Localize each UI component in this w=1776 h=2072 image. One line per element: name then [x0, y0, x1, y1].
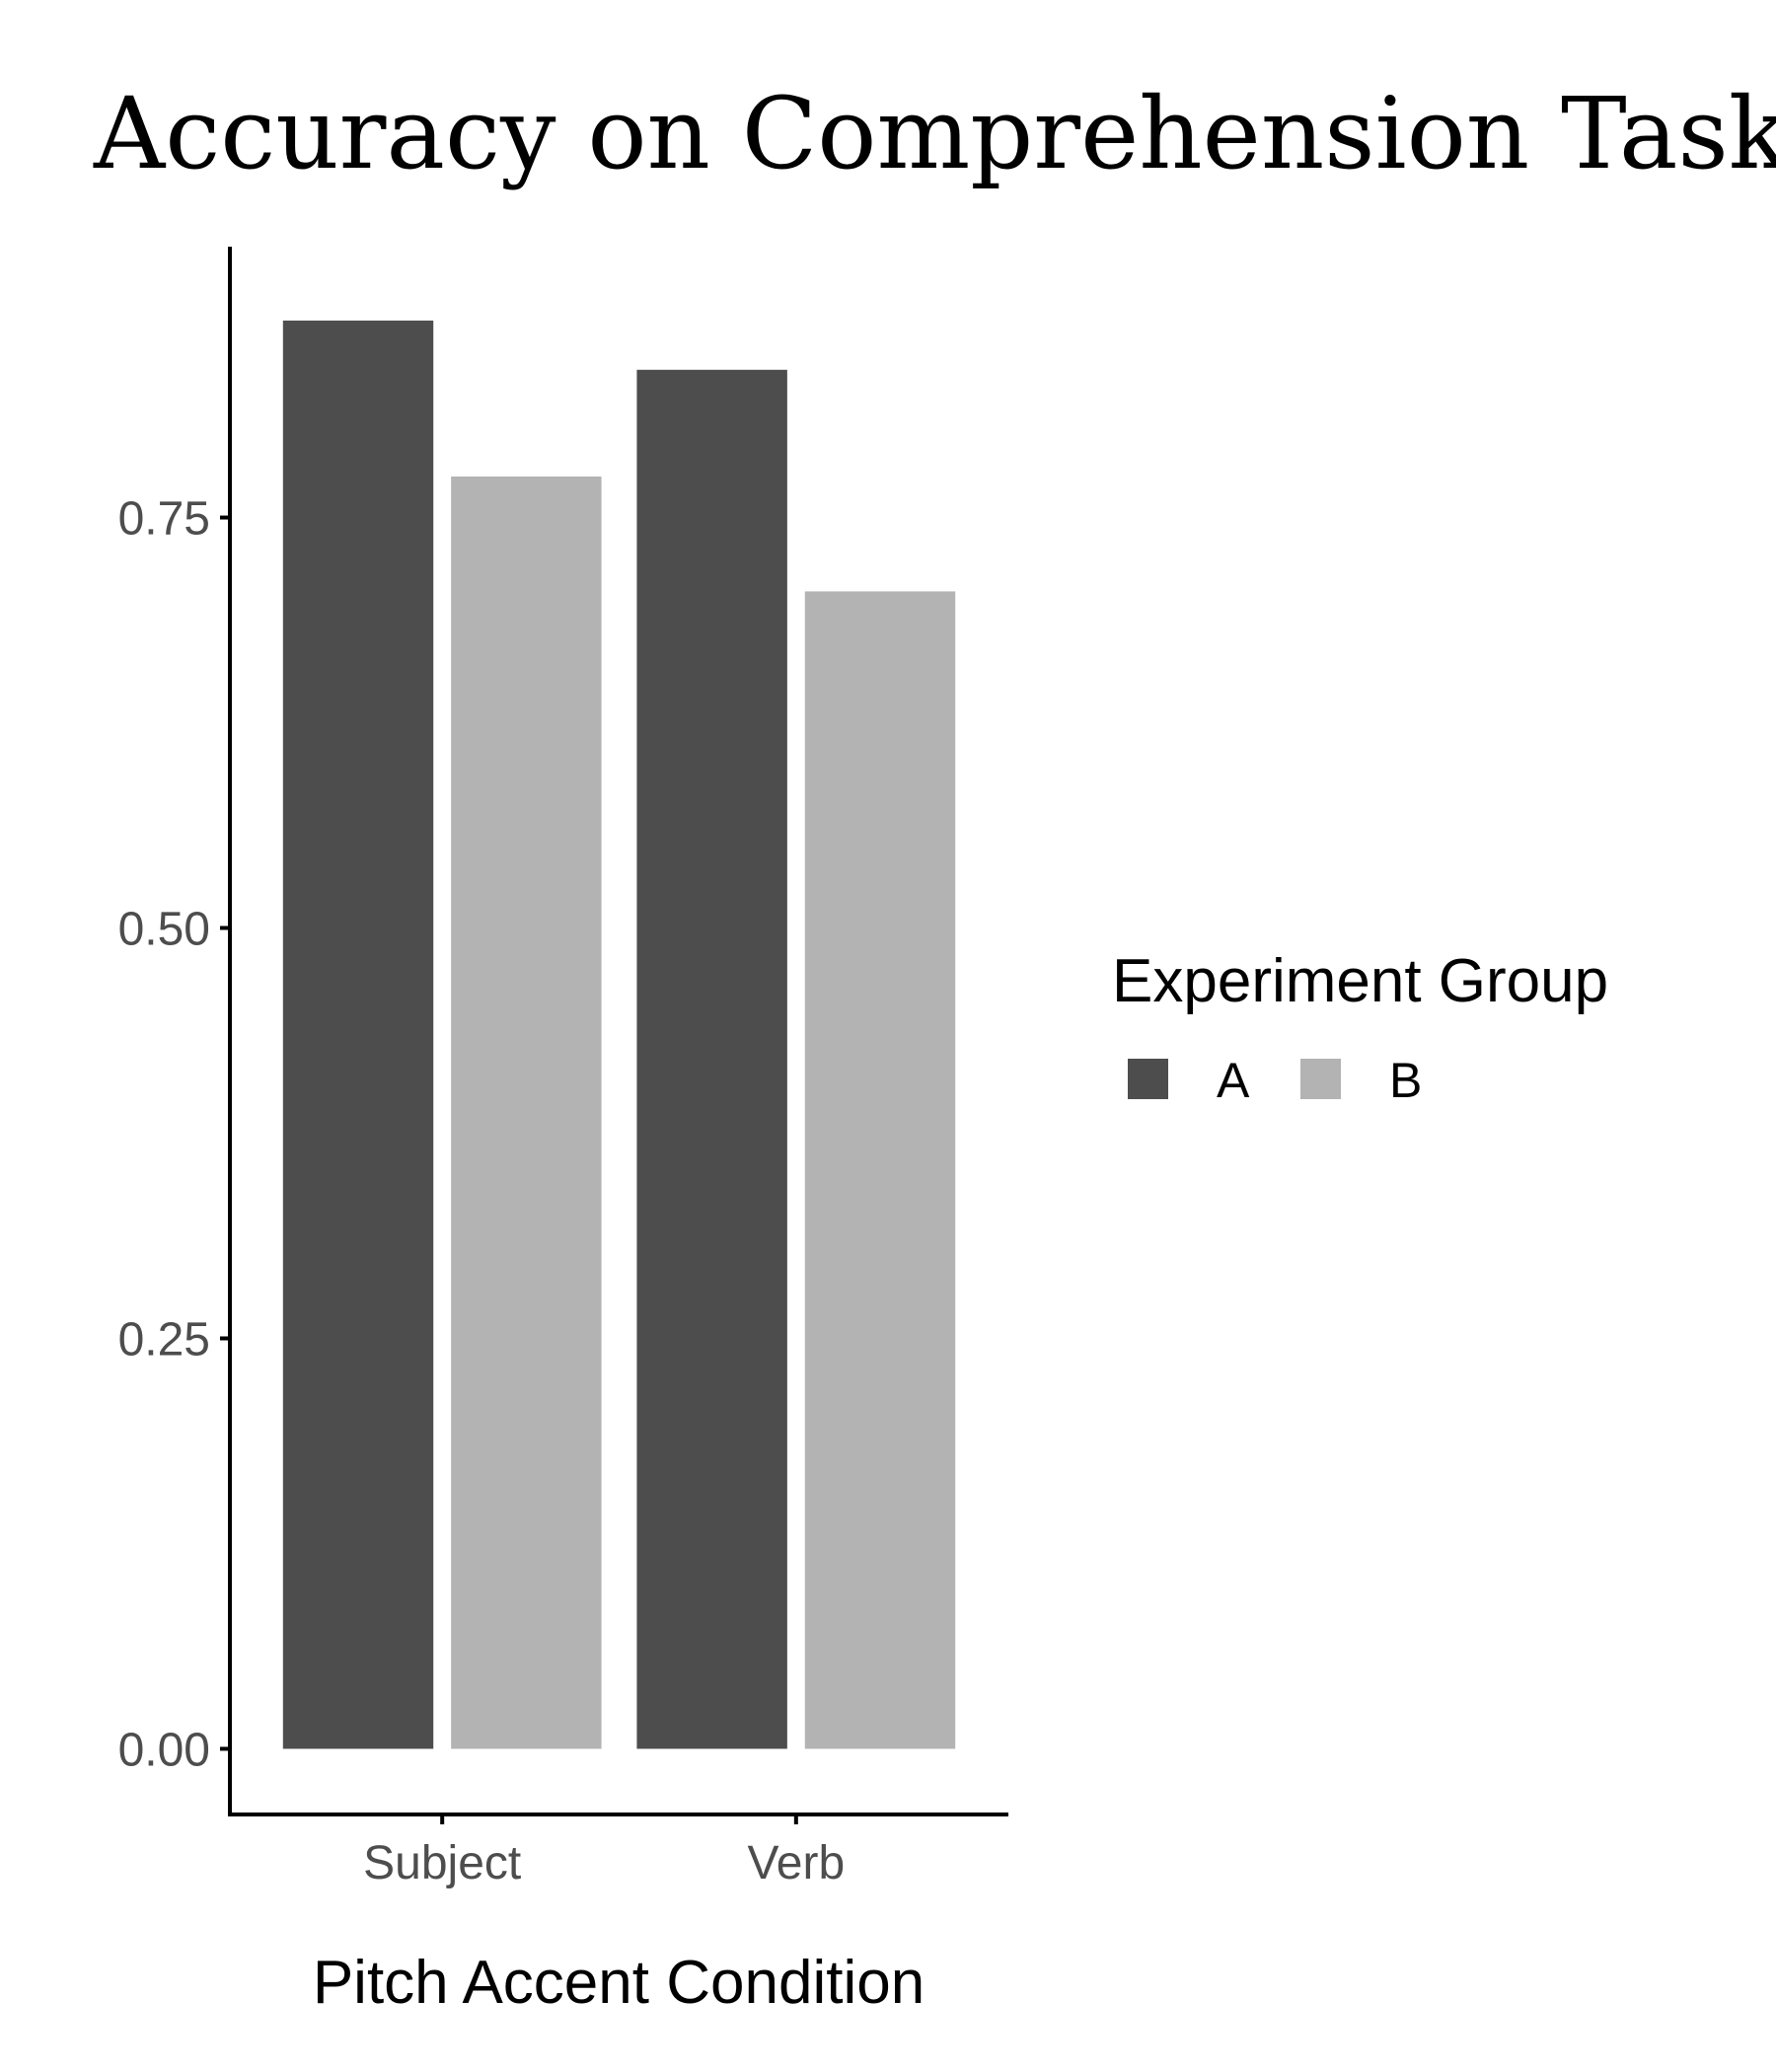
- chart-title: Accuracy on Comprehension Task: [93, 76, 1776, 191]
- bar-subject-b: [451, 476, 602, 1749]
- legend-swatch-a: [1128, 1059, 1168, 1099]
- x-tick-label: Verb: [747, 1837, 845, 1889]
- legend-label-b: B: [1389, 1053, 1422, 1108]
- legend-swatch-b: [1300, 1059, 1341, 1099]
- y-tick-label: 0.25: [118, 1313, 210, 1366]
- x-tick-label: Subject: [363, 1837, 521, 1889]
- x-axis-title: Pitch Accent Condition: [313, 1949, 925, 2017]
- bars-group: [282, 320, 956, 1749]
- bar-verb-a: [636, 369, 787, 1749]
- bar-subject-a: [282, 320, 434, 1749]
- y-tick-label: 0.75: [118, 493, 210, 546]
- legend-title: Experiment Group: [1112, 947, 1608, 1015]
- y-ticks-group: 0.00 0.25 0.50 0.75: [118, 493, 230, 1776]
- x-ticks-group: Subject Verb: [363, 1814, 845, 1889]
- legend-label-a: A: [1217, 1053, 1250, 1108]
- bar-verb-b: [804, 591, 956, 1749]
- y-tick-label: 0.50: [118, 904, 210, 956]
- y-tick-label: 0.00: [118, 1724, 210, 1776]
